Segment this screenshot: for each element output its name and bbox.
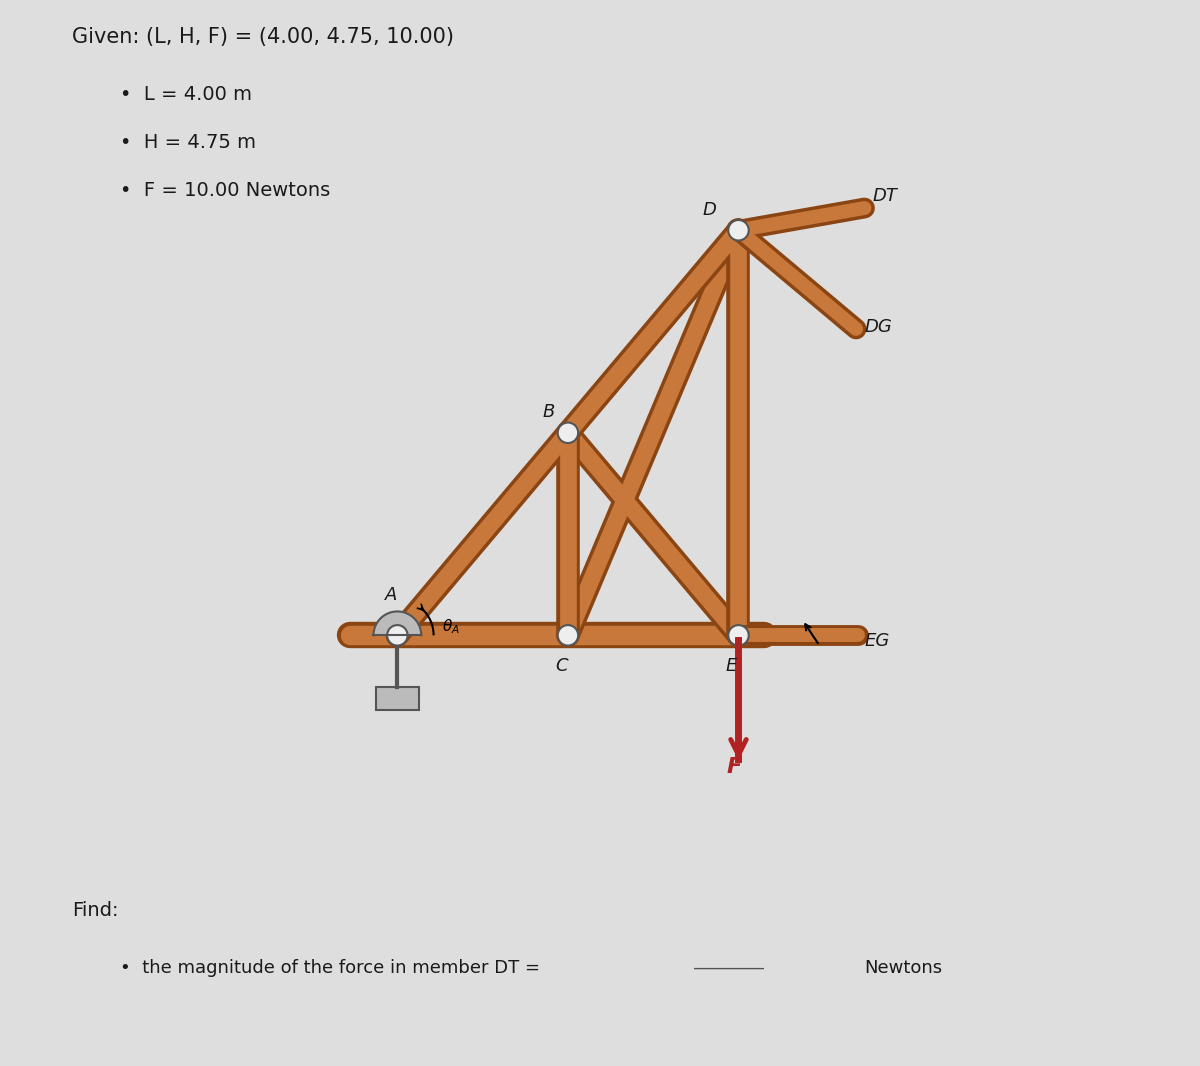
- Text: •  F = 10.00 Newtons: • F = 10.00 Newtons: [120, 181, 330, 200]
- Text: D: D: [703, 200, 716, 219]
- Circle shape: [558, 625, 578, 646]
- Text: •  the magnitude of the force in member DT =: • the magnitude of the force in member D…: [120, 959, 540, 978]
- Text: F: F: [726, 758, 742, 777]
- Text: Given: (L, H, F) = (4.00, 4.75, 10.00): Given: (L, H, F) = (4.00, 4.75, 10.00): [72, 27, 454, 47]
- Circle shape: [728, 625, 749, 646]
- Text: EG: EG: [865, 631, 890, 649]
- Text: E: E: [726, 657, 737, 675]
- Text: A: A: [385, 585, 397, 603]
- Text: B: B: [542, 403, 554, 421]
- Circle shape: [558, 422, 578, 443]
- Text: •  H = 4.75 m: • H = 4.75 m: [120, 133, 256, 152]
- Text: Newtons: Newtons: [864, 959, 942, 978]
- Text: $\theta_A$: $\theta_A$: [442, 617, 460, 635]
- Circle shape: [388, 625, 408, 646]
- Text: DT: DT: [872, 188, 898, 206]
- Text: •  L = 4.00 m: • L = 4.00 m: [120, 85, 252, 104]
- Text: DG: DG: [865, 319, 893, 337]
- Bar: [376, 687, 419, 710]
- Polygon shape: [373, 612, 421, 635]
- Text: ———————: ———————: [694, 959, 763, 978]
- Text: C: C: [554, 657, 568, 675]
- Circle shape: [728, 220, 749, 241]
- Text: Find:: Find:: [72, 901, 119, 920]
